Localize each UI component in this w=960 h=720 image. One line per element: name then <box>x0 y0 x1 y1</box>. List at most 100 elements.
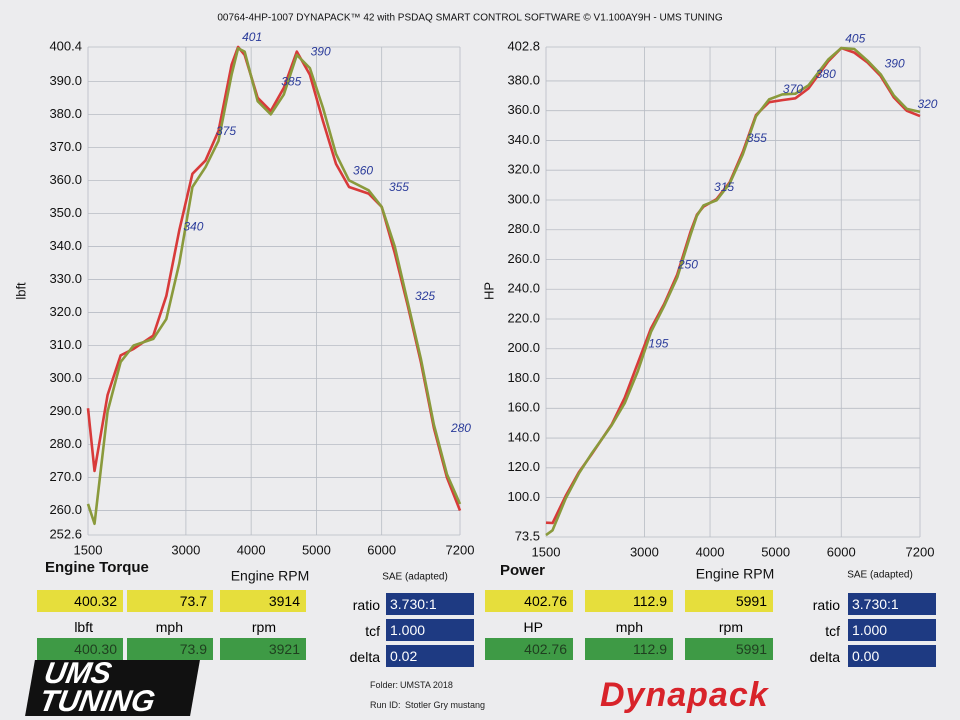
y-tick-label: 240.0 <box>507 281 540 296</box>
axis-note: SAE (adapted) <box>847 570 913 581</box>
y-tick-label: 260.0 <box>507 251 540 266</box>
readout-value: 112.9 <box>585 638 673 660</box>
series-line <box>545 46 921 537</box>
y-tick-label: 310.0 <box>49 337 82 352</box>
param-value: 3.730:1 <box>848 593 936 615</box>
x-tick-label: 7200 <box>446 542 475 557</box>
y-tick-label: 300.0 <box>507 191 540 206</box>
annotation: 250 <box>677 258 698 272</box>
annotation: 390 <box>311 45 331 59</box>
x-axis-label: Engine RPM <box>696 566 775 582</box>
annotation: 401 <box>242 30 262 44</box>
x-tick-label: 3000 <box>171 542 200 557</box>
x-tick-label: 5000 <box>761 544 790 559</box>
series-line <box>86 47 462 526</box>
param-value: 1.000 <box>386 619 474 641</box>
readout-value: 5991 <box>685 590 773 612</box>
param-value: 0.02 <box>386 645 474 667</box>
y-tick-label: 160.0 <box>507 400 540 415</box>
x-tick-label: 7200 <box>906 544 935 559</box>
y-axis-label: HP <box>481 282 496 300</box>
annotation: 370 <box>783 82 803 96</box>
y-tick-label: 400.4 <box>49 38 82 53</box>
y-tick-label: 300.0 <box>49 370 82 385</box>
readout-value: 73.7 <box>127 590 213 612</box>
readout-value: 3921 <box>220 638 306 660</box>
run-label: Run ID: <box>370 700 401 710</box>
y-tick-label: 402.8 <box>507 38 540 53</box>
annotation: 325 <box>415 289 435 303</box>
readout-unit: mph <box>615 619 643 635</box>
readout-value: 402.76 <box>485 590 573 612</box>
annotation: 375 <box>216 124 236 138</box>
folder-label: Folder: <box>370 680 399 690</box>
annotation: 390 <box>885 57 905 71</box>
y-tick-label: 370.0 <box>49 139 82 154</box>
readout-value: 400.32 <box>37 590 123 612</box>
chart-title: Power <box>500 562 545 579</box>
readout-unit: lbft <box>74 619 93 635</box>
param-label: tcf <box>825 623 840 639</box>
annotation: 195 <box>648 336 668 350</box>
param-label: delta <box>349 649 380 665</box>
readout-unit: rpm <box>718 619 743 635</box>
annotation: 320 <box>917 97 937 111</box>
y-tick-label: 380.0 <box>507 72 540 87</box>
annotation: 355 <box>389 180 409 194</box>
y-tick-label: 260.0 <box>49 502 82 517</box>
y-tick-label: 390.0 <box>49 73 82 88</box>
y-tick-label: 360.0 <box>49 172 82 187</box>
run-id: Stotler Gry mustang <box>405 700 486 710</box>
axis-note: SAE (adapted) <box>382 572 448 583</box>
readout-unit: rpm <box>251 619 276 635</box>
y-tick-label: 340.0 <box>49 238 82 253</box>
y-tick-label: 120.0 <box>507 459 540 474</box>
chart-title: Engine Torque <box>45 559 149 576</box>
annotation: 385 <box>281 74 301 88</box>
logo-left: UMS TUNING <box>25 657 200 718</box>
x-tick-label: 5000 <box>302 542 331 557</box>
param-label: delta <box>809 649 840 665</box>
y-tick-label: 73.5 <box>515 528 540 543</box>
annotation: 280 <box>450 421 471 435</box>
readout-value: 402.76 <box>485 638 573 660</box>
annotation: 380 <box>816 67 836 81</box>
x-axis-label: Engine RPM <box>231 568 310 584</box>
readout-value: 5991 <box>685 638 773 660</box>
series-line <box>86 45 462 512</box>
y-tick-label: 340.0 <box>507 132 540 147</box>
series-line <box>545 46 921 525</box>
param-label: ratio <box>812 597 840 613</box>
y-tick-label: 280.0 <box>49 436 82 451</box>
x-tick-label: 3000 <box>630 544 659 559</box>
annotation: 355 <box>747 131 767 145</box>
y-tick-label: 380.0 <box>49 106 82 121</box>
x-tick-label: 1500 <box>74 542 103 557</box>
y-tick-label: 180.0 <box>507 370 540 385</box>
logo-right: Dynapack <box>600 676 769 714</box>
y-tick-label: 252.6 <box>49 526 82 541</box>
annotation: 405 <box>845 31 865 45</box>
x-tick-label: 6000 <box>827 544 856 559</box>
x-tick-label: 4000 <box>696 544 725 559</box>
y-tick-label: 100.0 <box>507 489 540 504</box>
readout-unit: mph <box>155 619 183 635</box>
folder: UMSTA 2018 <box>400 680 453 690</box>
y-axis-label: lbft <box>13 282 28 300</box>
y-tick-label: 290.0 <box>49 403 82 418</box>
param-label: ratio <box>352 597 380 613</box>
readout-unit: HP <box>523 619 543 635</box>
y-tick-label: 200.0 <box>507 340 540 355</box>
readout-value: 400.30 <box>37 638 123 660</box>
annotation: 315 <box>714 180 734 194</box>
readout-value: 3914 <box>220 590 306 612</box>
header-title: 00764-4HP-1007 DYNAPACK™ 42 with PSDAQ S… <box>217 13 723 24</box>
param-value: 0.00 <box>848 645 936 667</box>
x-tick-label: 1500 <box>532 544 561 559</box>
param-value: 3.730:1 <box>386 593 474 615</box>
y-tick-label: 280.0 <box>507 221 540 236</box>
readout-value: 112.9 <box>585 590 673 612</box>
x-tick-label: 4000 <box>237 542 266 557</box>
